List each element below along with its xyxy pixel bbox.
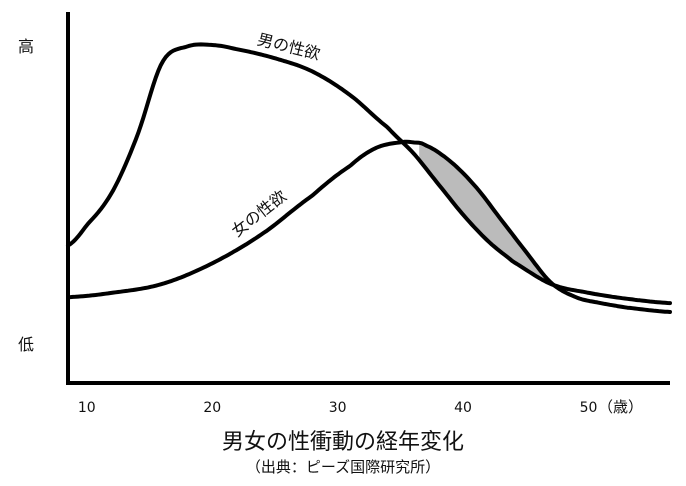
y-tick-low: 低 bbox=[18, 335, 34, 354]
x-tick-label: 50 bbox=[580, 400, 598, 416]
chart-subtitle: （出典：ピーズ国際研究所） bbox=[245, 458, 441, 476]
series-lines-layer bbox=[66, 42, 672, 314]
series-line-female bbox=[66, 139, 672, 314]
x-tick-label: 20 bbox=[203, 400, 221, 416]
series-label-male: 男の性欲 bbox=[255, 30, 322, 64]
shaded-region-layer bbox=[419, 142, 549, 283]
series-line-male bbox=[66, 42, 672, 306]
y-tick-high: 高 bbox=[18, 37, 34, 56]
axes-layer: 高 低 （歳） bbox=[18, 12, 670, 416]
shaded-difference-region bbox=[419, 142, 549, 283]
chart-title: 男女の性衝動の経年変化 bbox=[221, 430, 464, 455]
series-label-female: 女の性欲 bbox=[228, 186, 290, 240]
x-tick-labels: 10 20 30 40 50 bbox=[78, 400, 597, 416]
x-tick-label: 40 bbox=[454, 400, 472, 416]
x-tick-label: 30 bbox=[329, 400, 347, 416]
x-axis-unit-label: （歳） bbox=[598, 398, 643, 416]
x-tick-label: 10 bbox=[78, 400, 96, 416]
